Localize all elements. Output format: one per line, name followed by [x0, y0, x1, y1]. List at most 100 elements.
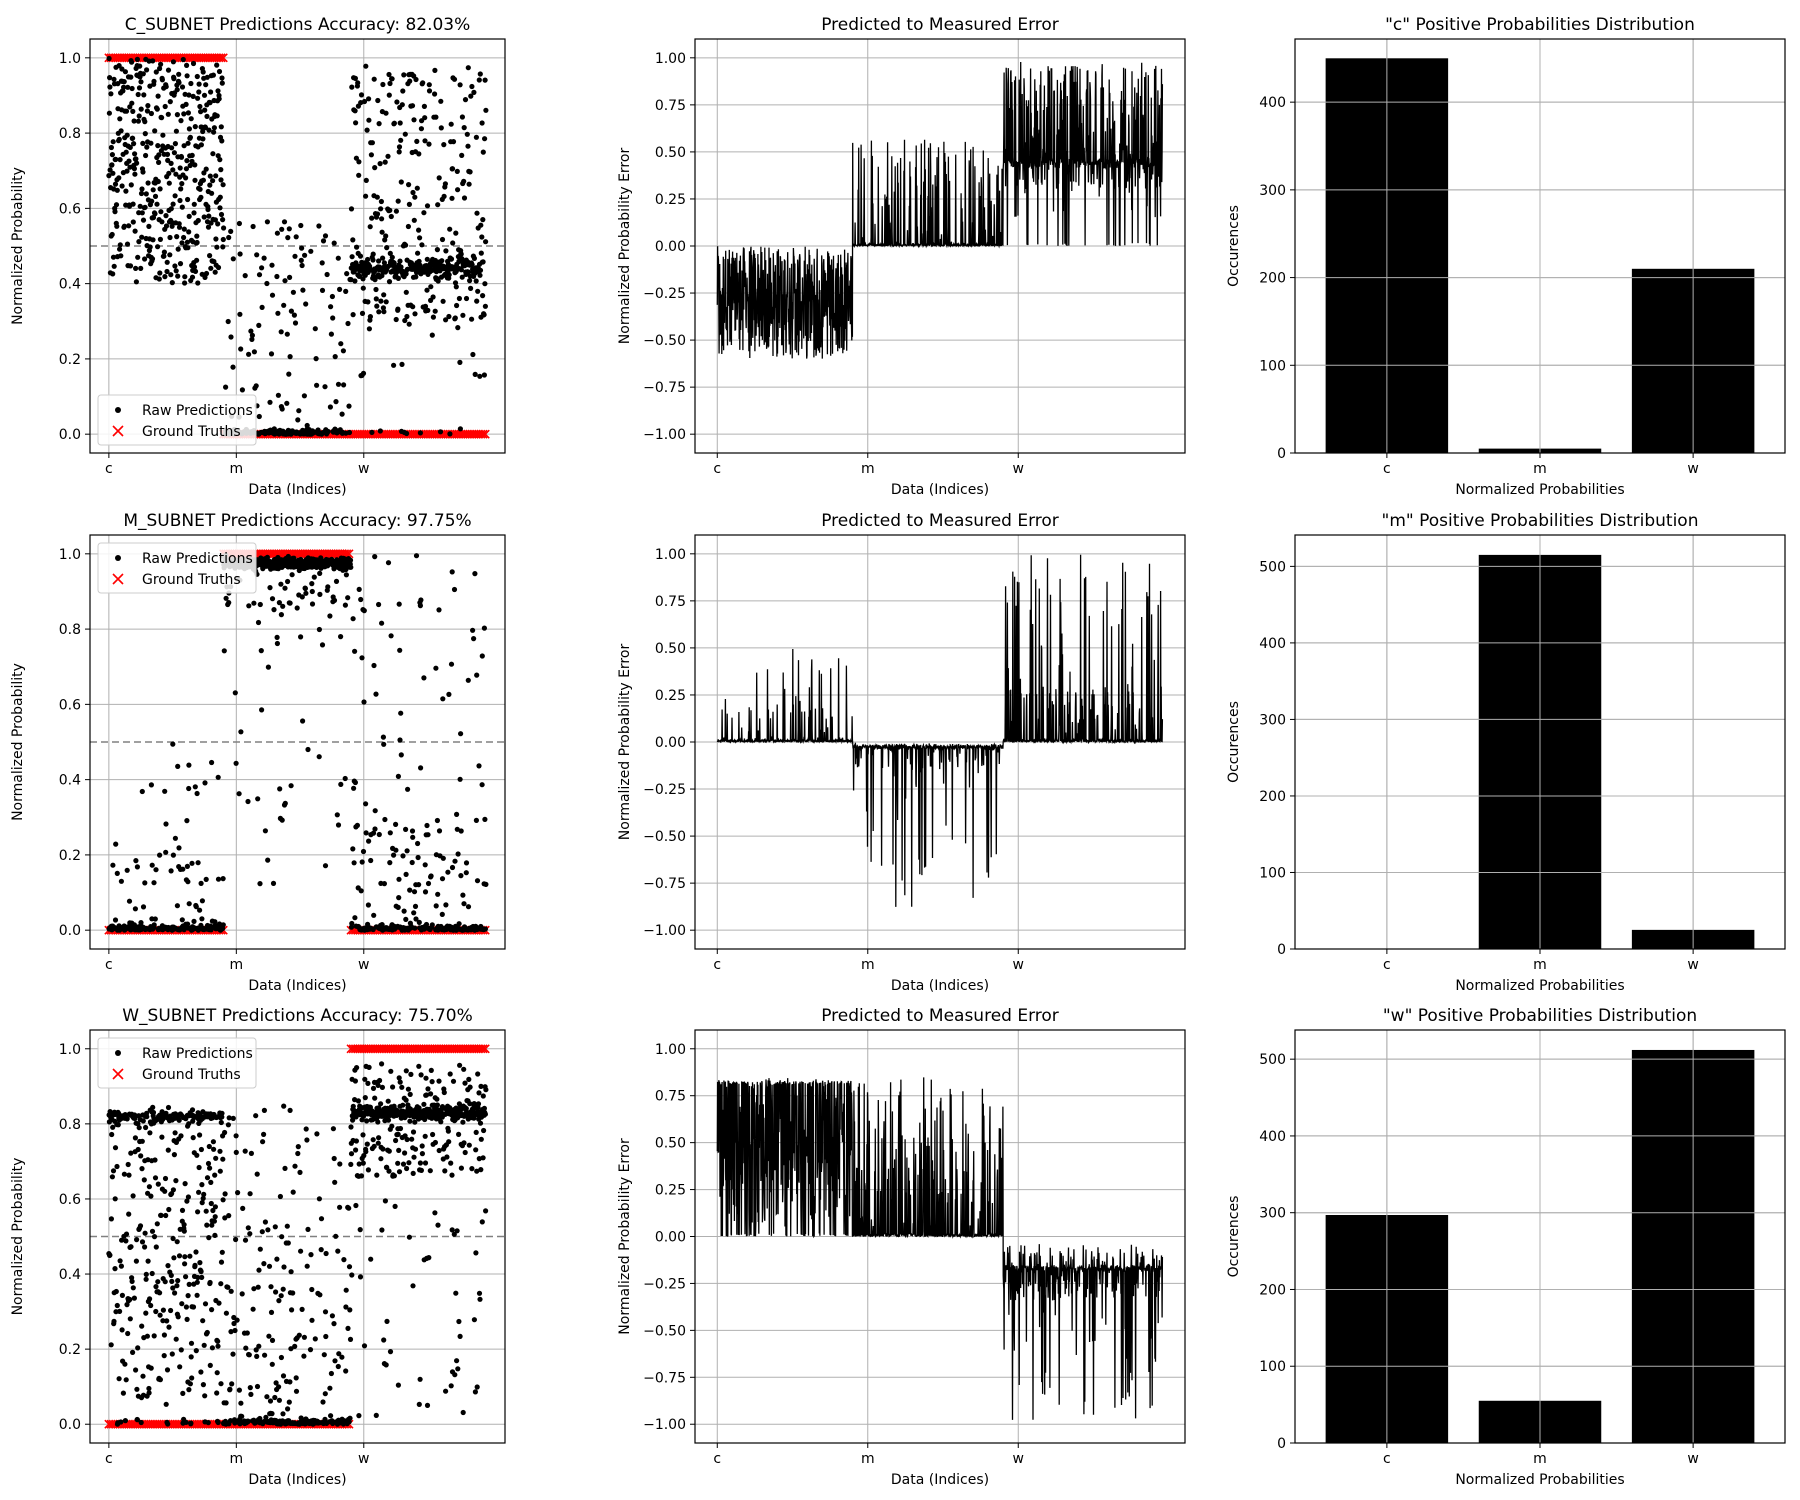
- raw-prediction-point: [192, 784, 198, 790]
- raw-prediction-point: [231, 1320, 237, 1327]
- raw-prediction-point: [151, 922, 157, 928]
- raw-prediction-point: [124, 867, 130, 873]
- legend-raw-label: Raw Predictions: [142, 403, 253, 419]
- raw-prediction-point: [159, 1134, 165, 1140]
- raw-prediction-point: [309, 1317, 315, 1323]
- raw-prediction-point: [186, 762, 192, 768]
- raw-prediction-point: [117, 116, 123, 122]
- raw-prediction-point: [199, 1274, 205, 1280]
- raw-prediction-point: [156, 152, 162, 158]
- raw-prediction-point: [179, 181, 185, 187]
- raw-prediction-point: [300, 718, 306, 724]
- raw-prediction-point: [459, 114, 465, 120]
- raw-prediction-point: [259, 304, 265, 310]
- raw-prediction-point: [386, 279, 393, 285]
- raw-prediction-point: [125, 84, 131, 90]
- raw-prediction-point: [403, 916, 409, 923]
- raw-prediction-point: [294, 605, 300, 611]
- raw-prediction-point: [383, 233, 389, 239]
- y-tick-label: 200: [1259, 271, 1286, 287]
- raw-prediction-point: [129, 85, 135, 92]
- raw-prediction-point: [129, 59, 135, 65]
- raw-prediction-point: [372, 826, 378, 832]
- raw-prediction-point: [348, 564, 354, 570]
- raw-prediction-point: [192, 162, 198, 168]
- raw-prediction-point: [112, 1145, 119, 1151]
- raw-prediction-point: [381, 309, 387, 315]
- raw-prediction-point: [256, 322, 262, 328]
- raw-prediction-point: [385, 560, 392, 566]
- raw-prediction-point: [148, 110, 154, 117]
- panel-w-scatter: c m w0.00.20.40.60.81.0W_SUBNET Prediction…: [10, 1006, 506, 1488]
- raw-prediction-point: [177, 197, 183, 204]
- raw-prediction-point: [319, 260, 325, 266]
- raw-prediction-point: [379, 1084, 385, 1090]
- raw-prediction-point: [179, 84, 186, 90]
- legend-gt-label: Ground Truths: [142, 424, 241, 440]
- raw-prediction-point: [483, 881, 489, 888]
- raw-prediction-point: [205, 1160, 212, 1167]
- raw-prediction-point: [107, 84, 113, 90]
- raw-prediction-point: [247, 1385, 253, 1391]
- raw-prediction-point: [220, 1197, 226, 1203]
- raw-prediction-point: [381, 260, 387, 266]
- raw-prediction-point: [210, 1139, 216, 1145]
- raw-prediction-point: [202, 107, 208, 113]
- raw-prediction-point: [144, 1333, 150, 1339]
- raw-prediction-point: [276, 600, 282, 606]
- raw-prediction-point: [210, 178, 216, 184]
- raw-prediction-point: [301, 393, 307, 399]
- raw-prediction-point: [196, 1164, 202, 1171]
- raw-prediction-point: [361, 1153, 367, 1159]
- raw-prediction-point: [299, 594, 305, 600]
- raw-prediction-point: [417, 1376, 423, 1382]
- raw-prediction-point: [219, 138, 225, 144]
- raw-prediction-point: [471, 636, 477, 642]
- raw-prediction-point: [239, 387, 245, 393]
- raw-prediction-point: [200, 1382, 206, 1388]
- raw-prediction-point: [129, 1278, 135, 1284]
- raw-prediction-point: [449, 195, 455, 201]
- raw-prediction-point: [276, 1298, 282, 1304]
- raw-prediction-point: [219, 1249, 225, 1255]
- raw-prediction-point: [376, 309, 382, 315]
- raw-prediction-point: [360, 370, 367, 376]
- raw-prediction-point: [168, 868, 174, 874]
- raw-prediction-point: [418, 1167, 424, 1173]
- raw-prediction-point: [352, 779, 358, 786]
- raw-prediction-point: [132, 228, 138, 234]
- raw-prediction-point: [303, 590, 309, 596]
- raw-prediction-point: [141, 1177, 147, 1183]
- raw-prediction-point: [348, 206, 355, 212]
- raw-prediction-point: [152, 128, 158, 134]
- axes-frame: [89, 38, 506, 454]
- y-tick-label: 0.8: [59, 126, 81, 142]
- y-tick-label: 0.25: [655, 192, 686, 208]
- raw-prediction-point: [195, 860, 201, 866]
- raw-prediction-point: [186, 1281, 192, 1287]
- raw-prediction-point: [448, 256, 455, 262]
- raw-prediction-point: [434, 1096, 440, 1102]
- raw-prediction-point: [212, 217, 218, 223]
- raw-prediction-point: [186, 92, 192, 98]
- raw-prediction-point: [475, 1071, 481, 1077]
- raw-prediction-point: [201, 1342, 207, 1348]
- raw-prediction-point: [220, 182, 226, 188]
- raw-prediction-point: [408, 1071, 414, 1077]
- raw-prediction-point: [113, 1288, 119, 1295]
- raw-prediction-point: [432, 1210, 438, 1216]
- legend-raw-label: Raw Predictions: [142, 551, 253, 567]
- raw-prediction-point: [107, 1109, 113, 1115]
- raw-prediction-point: [275, 392, 281, 398]
- raw-prediction-point: [180, 1390, 186, 1396]
- raw-prediction-point: [480, 1093, 486, 1099]
- raw-prediction-point: [411, 889, 418, 895]
- raw-prediction-point: [228, 228, 234, 234]
- raw-prediction-point: [194, 790, 200, 797]
- raw-prediction-point: [309, 1286, 315, 1293]
- raw-prediction-point: [280, 603, 286, 609]
- raw-prediction-point: [312, 1336, 318, 1342]
- raw-prediction-point: [288, 1269, 294, 1275]
- x-tick-label: m: [861, 957, 875, 973]
